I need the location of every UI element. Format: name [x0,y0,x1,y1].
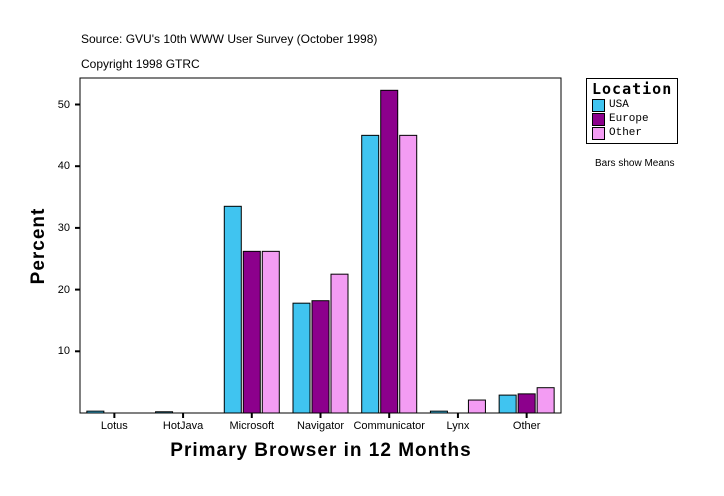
legend-item: Europe [592,112,677,126]
y-tick-label: 10 [57,345,70,358]
bar-europe-other [517,393,536,414]
bar-usa-navigator [292,302,311,414]
x-tick-label: Communicator [353,420,425,432]
legend-label: Europe [609,113,649,125]
legend-swatch [592,98,605,112]
legend-item: Other [592,126,677,140]
bar-europe-microsoft [242,250,261,414]
note-text: Bars show Means [595,158,675,169]
y-tick-label: 50 [57,98,70,111]
copyright-text: Copyright 1998 GTRC [81,57,200,71]
bar-usa-lynx [429,410,448,414]
x-tick-label: Lynx [446,420,470,432]
y-tick-label: 40 [57,160,70,173]
legend-label: USA [609,99,629,111]
legend: Location USA Europe Other [586,78,678,144]
x-tick-label: HotJava [162,420,204,432]
bar-other-other [536,387,555,414]
bar-usa-hotjava [155,411,174,414]
bar-other-communicator [399,134,418,414]
y-axis-label: Percent [28,207,49,285]
bar-usa-communicator [361,134,380,414]
x-axis-label: Primary Browser in 12 Months [170,440,472,461]
bar-other-lynx [467,399,486,414]
y-tick-label: 30 [57,221,70,234]
bar-other-navigator [330,273,349,414]
bar-europe-navigator [311,300,330,414]
x-tick-label: Navigator [296,420,345,432]
bar-usa-lotus [86,410,105,414]
x-tick-label: Microsoft [229,420,275,432]
bar-usa-other [498,394,517,414]
bar-europe-communicator [380,89,399,414]
legend-swatch [592,126,605,140]
legend-item: USA [592,98,677,112]
bar-usa-microsoft [223,205,242,414]
source-text: Source: GVU's 10th WWW User Survey (Octo… [81,32,378,46]
legend-swatch [592,112,605,126]
x-tick-label: Other [512,420,541,432]
x-tick-label: Lotus [100,420,128,432]
bar-other-microsoft [261,250,280,414]
y-tick-label: 20 [57,283,70,296]
legend-label: Other [609,127,643,139]
legend-title: Location [592,80,673,98]
